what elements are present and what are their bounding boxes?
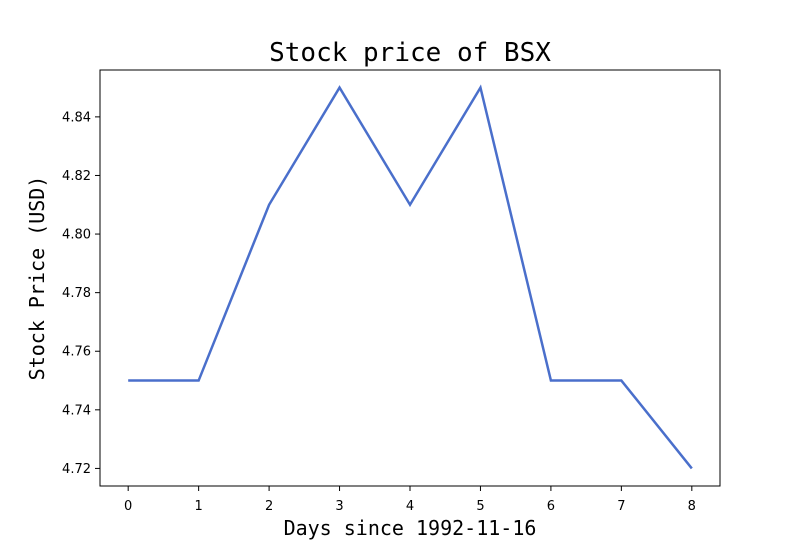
y-axis: 4.72 4.74 4.76 4.78 4.80 4.82 4.84: [62, 110, 100, 477]
x-tick-label: 3: [335, 499, 343, 514]
y-axis-label: Stock Price (USD): [25, 176, 49, 381]
y-tick-label: 4.76: [62, 345, 91, 360]
x-tick-label: 0: [124, 499, 132, 514]
x-tick-label: 4: [406, 499, 414, 514]
x-tick-label: 7: [617, 499, 625, 514]
x-axis-label: Days since 1992-11-16: [284, 516, 537, 540]
y-tick-label: 4.72: [62, 462, 91, 477]
y-tick-label: 4.80: [62, 228, 91, 243]
y-tick-label: 4.84: [62, 110, 91, 125]
y-tick-label: 4.74: [62, 403, 91, 418]
x-axis: 0 1 2 3 4 5 6 7 8: [124, 486, 696, 514]
series-line: [128, 84, 693, 470]
series-layer: [128, 84, 693, 470]
plot-area-frame: [99, 69, 721, 487]
y-tick-label: 4.82: [62, 169, 91, 184]
y-tick-label: 4.78: [62, 286, 91, 301]
x-tick-label: 2: [265, 499, 273, 514]
x-tick-label: 5: [476, 499, 484, 514]
x-tick-label: 6: [547, 499, 555, 514]
chart-title: Stock price of BSX: [269, 38, 551, 68]
x-tick-label: 1: [194, 499, 202, 514]
x-tick-label: 8: [688, 499, 696, 514]
